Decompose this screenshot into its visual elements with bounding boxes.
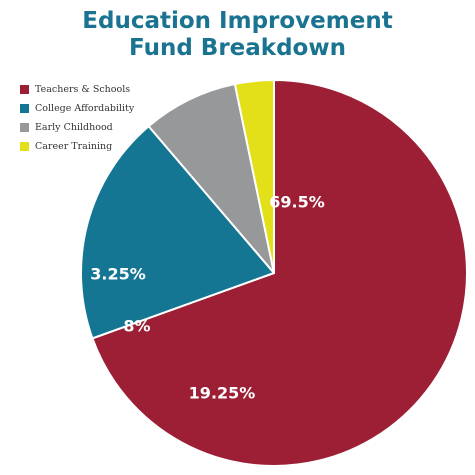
legend-label-college-affordability: College Affordability	[35, 103, 135, 114]
legend-item-early-childhood: Early Childhood	[20, 118, 134, 137]
legend-item-career-training: Career Training	[20, 137, 134, 156]
legend: Teachers & Schools College Affordability…	[20, 80, 134, 156]
pie-label-early-childhood: 8%	[123, 317, 150, 336]
legend-swatch-college-affordability	[20, 104, 29, 113]
chart-title-line-1: Education Improvement	[82, 8, 393, 34]
legend-label-career-training: Career Training	[35, 141, 113, 152]
chart-title: Education Improvement Fund Breakdown	[0, 8, 475, 62]
legend-label-teachers-schools: Teachers & Schools	[35, 84, 131, 95]
chart-title-line-2: Fund Breakdown	[129, 35, 346, 61]
legend-item-teachers-schools: Teachers & Schools	[20, 80, 134, 99]
legend-swatch-early-childhood	[20, 123, 29, 132]
pie-label-college-affordability: 19.25%	[189, 384, 256, 403]
legend-label-early-childhood: Early Childhood	[35, 122, 113, 133]
pie-slice-college-affordability	[80, 125, 275, 340]
legend-swatch-career-training	[20, 142, 29, 151]
legend-swatch-teachers-schools	[20, 85, 29, 94]
pie-slice-teachers-schools	[91, 79, 468, 467]
legend-item-college-affordability: College Affordability	[20, 99, 134, 118]
pie-slice-career-training	[233, 79, 275, 274]
pie-label-career-training: 3.25%	[90, 265, 146, 284]
pie-slice-early-childhood	[147, 83, 275, 274]
pie-label-teachers-schools: 69.5%	[269, 193, 325, 212]
